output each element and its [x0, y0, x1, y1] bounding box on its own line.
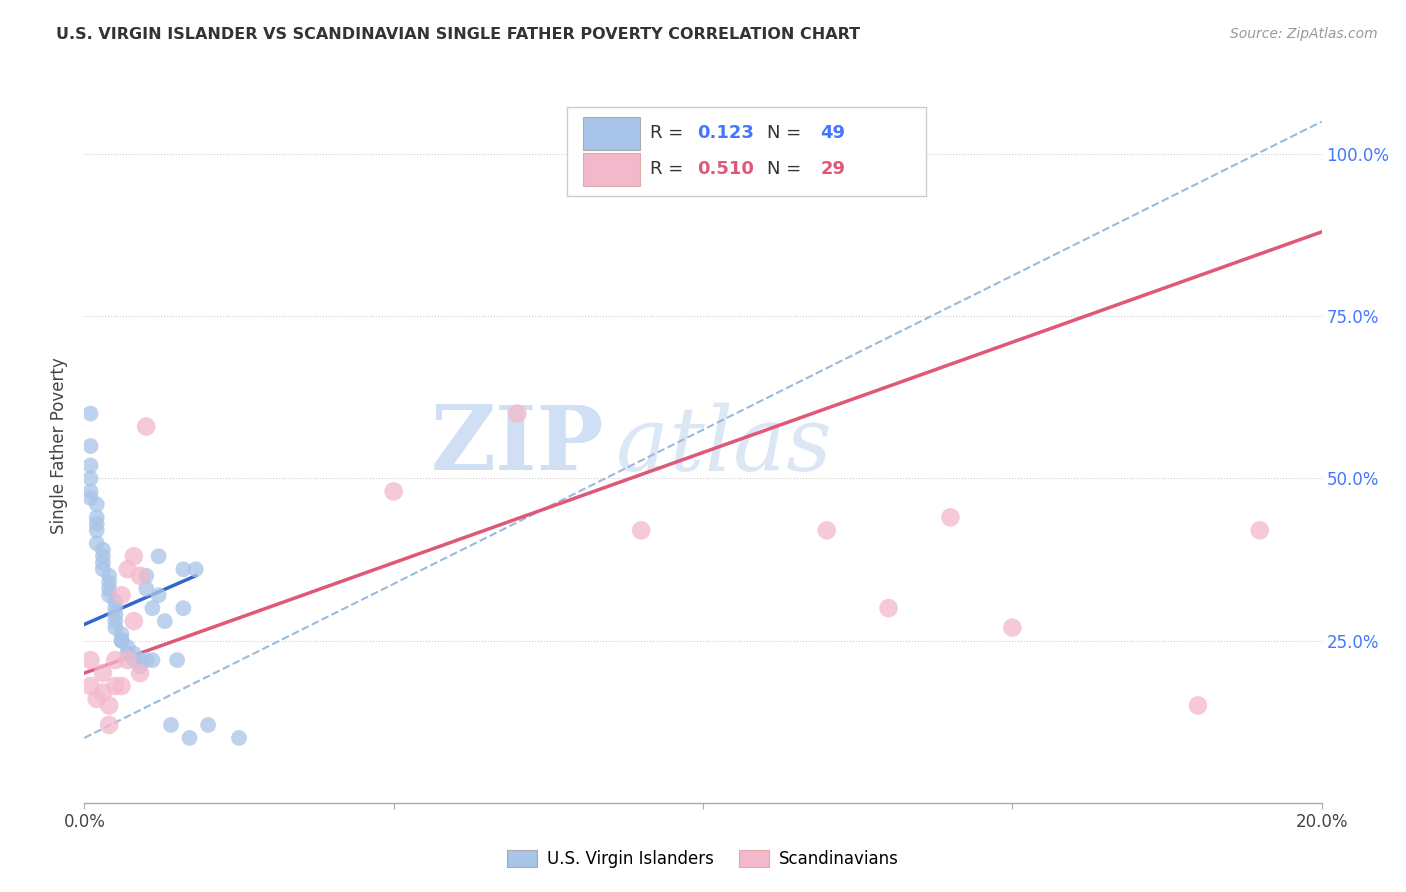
Legend: U.S. Virgin Islanders, Scandinavians: U.S. Virgin Islanders, Scandinavians	[501, 843, 905, 875]
Text: R =: R =	[650, 125, 689, 143]
Point	[98, 698, 121, 713]
Point	[172, 562, 194, 576]
Point	[141, 653, 163, 667]
Point	[122, 614, 145, 628]
Point	[104, 621, 127, 635]
Point	[939, 510, 962, 524]
Text: ZIP: ZIP	[430, 402, 605, 490]
Point	[129, 568, 152, 582]
Point	[692, 134, 714, 148]
Point	[166, 653, 188, 667]
Point	[141, 601, 163, 615]
Y-axis label: Single Father Poverty: Single Father Poverty	[51, 358, 69, 534]
Point	[122, 549, 145, 564]
Point	[815, 524, 838, 538]
Point	[160, 718, 183, 732]
Point	[122, 653, 145, 667]
Point	[98, 718, 121, 732]
Point	[79, 491, 101, 505]
Point	[98, 568, 121, 582]
Point	[117, 562, 139, 576]
Point	[104, 679, 127, 693]
Point	[184, 562, 207, 576]
Point	[122, 647, 145, 661]
Point	[117, 653, 139, 667]
Point	[877, 601, 900, 615]
Point	[110, 588, 132, 602]
Point	[179, 731, 201, 745]
Point	[91, 685, 114, 699]
Point	[86, 536, 108, 550]
Point	[1001, 621, 1024, 635]
Text: 29: 29	[821, 161, 845, 178]
Point	[79, 653, 101, 667]
Text: 0.123: 0.123	[697, 125, 754, 143]
Point	[117, 640, 139, 654]
Point	[91, 562, 114, 576]
Point	[79, 407, 101, 421]
Point	[1187, 698, 1209, 713]
Point	[91, 542, 114, 557]
Text: atlas: atlas	[616, 402, 832, 490]
Point	[104, 595, 127, 609]
Point	[79, 458, 101, 473]
Point	[129, 653, 152, 667]
Point	[104, 601, 127, 615]
Text: N =: N =	[768, 125, 807, 143]
FancyBboxPatch shape	[567, 107, 925, 196]
Text: Source: ZipAtlas.com: Source: ZipAtlas.com	[1230, 27, 1378, 41]
Point	[91, 556, 114, 570]
Point	[86, 510, 108, 524]
Point	[172, 601, 194, 615]
Point	[129, 666, 152, 681]
Point	[86, 497, 108, 511]
Point	[110, 633, 132, 648]
Point	[1249, 524, 1271, 538]
Point	[104, 607, 127, 622]
Point	[79, 484, 101, 499]
Point	[117, 647, 139, 661]
Point	[86, 692, 108, 706]
Point	[104, 614, 127, 628]
Point	[86, 524, 108, 538]
Point	[110, 633, 132, 648]
Text: 49: 49	[821, 125, 845, 143]
Point	[86, 516, 108, 531]
Point	[79, 679, 101, 693]
Text: N =: N =	[768, 161, 807, 178]
Text: U.S. VIRGIN ISLANDER VS SCANDINAVIAN SINGLE FATHER POVERTY CORRELATION CHART: U.S. VIRGIN ISLANDER VS SCANDINAVIAN SIN…	[56, 27, 860, 42]
FancyBboxPatch shape	[583, 117, 640, 150]
Point	[91, 549, 114, 564]
Text: 0.510: 0.510	[697, 161, 754, 178]
Point	[382, 484, 405, 499]
Point	[79, 439, 101, 453]
Point	[135, 582, 157, 596]
Point	[110, 679, 132, 693]
Point	[104, 653, 127, 667]
Point	[153, 614, 176, 628]
Point	[228, 731, 250, 745]
Point	[98, 582, 121, 596]
Point	[135, 419, 157, 434]
Point	[630, 524, 652, 538]
Point	[110, 627, 132, 641]
Point	[197, 718, 219, 732]
Point	[98, 575, 121, 590]
Point	[692, 134, 714, 148]
Point	[135, 568, 157, 582]
Point	[79, 471, 101, 485]
Point	[98, 588, 121, 602]
Text: R =: R =	[650, 161, 689, 178]
FancyBboxPatch shape	[583, 153, 640, 186]
Point	[129, 659, 152, 673]
Point	[135, 653, 157, 667]
Point	[506, 407, 529, 421]
Point	[148, 588, 170, 602]
Point	[91, 666, 114, 681]
Point	[148, 549, 170, 564]
